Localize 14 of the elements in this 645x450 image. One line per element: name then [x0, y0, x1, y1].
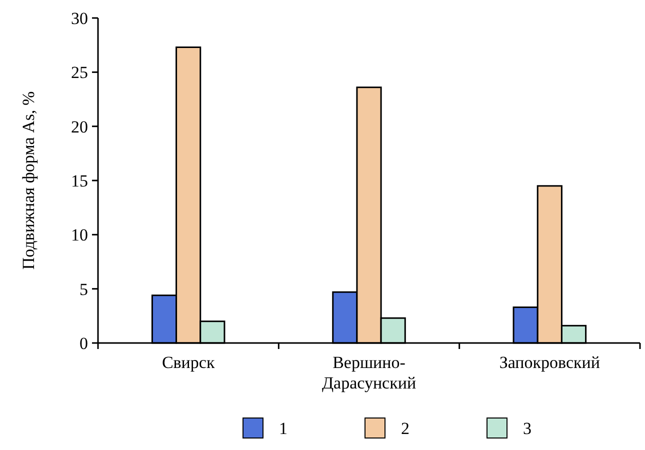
legend-label: 2 — [401, 418, 410, 438]
y-tick-label: 25 — [71, 63, 88, 82]
y-tick-label: 15 — [71, 171, 88, 190]
x-tick-label: Запокровский — [499, 353, 600, 372]
x-tick-label: Свирск — [162, 353, 216, 372]
y-tick-label: 5 — [80, 280, 88, 299]
y-tick-label: 30 — [71, 8, 88, 28]
legend-label: 3 — [523, 418, 532, 438]
legend-label: 1 — [279, 418, 288, 438]
y-tick-label: 0 — [80, 334, 88, 353]
y-axis-title: Подвижная форма As, % — [19, 91, 38, 270]
x-tick-label: Вершино-Дарасунский — [322, 353, 416, 392]
y-tick-label: 20 — [71, 117, 88, 136]
y-tick-label: 10 — [71, 226, 88, 245]
